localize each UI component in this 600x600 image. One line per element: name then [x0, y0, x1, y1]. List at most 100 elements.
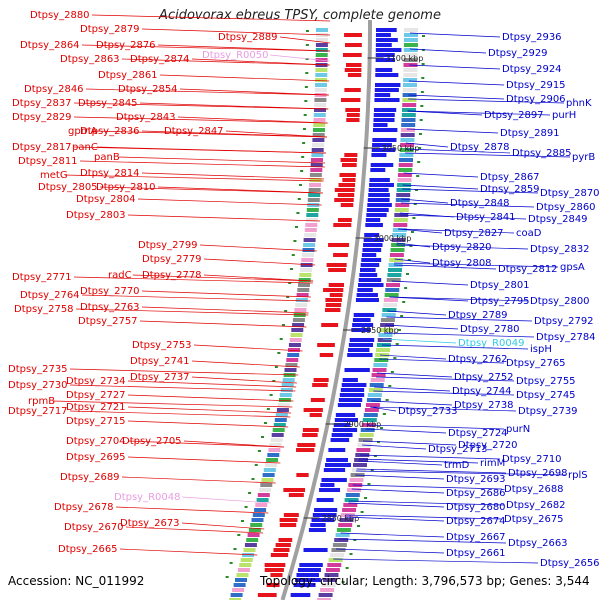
forward-gene-mark: [333, 253, 348, 257]
function-category-mark: [288, 348, 300, 352]
reverse-gene-mark: [328, 448, 346, 452]
gene-label: Dtpsy_2738: [454, 400, 514, 411]
function-category-mark: [309, 173, 322, 177]
reverse-gene-mark: [330, 438, 350, 442]
gene-label: panB: [94, 152, 120, 163]
marker-dot: [288, 282, 292, 284]
function-category-mark: [311, 153, 324, 157]
function-category-mark: [311, 158, 323, 162]
function-category-mark: [331, 548, 346, 552]
function-category-mark: [404, 28, 418, 32]
marker-dot: [407, 259, 411, 261]
gene-label: rplS: [568, 470, 588, 481]
label-connector: [73, 276, 313, 284]
marker-dot: [357, 525, 360, 527]
function-category-mark: [235, 578, 247, 582]
gene-label: Dtpsy_2735: [8, 364, 68, 375]
function-category-mark: [270, 438, 283, 442]
label-connector: [370, 406, 517, 412]
function-category-mark: [265, 463, 277, 467]
gene-label: Dtpsy_2771: [12, 272, 72, 283]
function-category-mark: [312, 138, 325, 142]
reverse-gene-mark: [375, 33, 391, 37]
function-category-mark: [386, 278, 401, 282]
gene-label: Dtpsy_2878: [450, 142, 510, 153]
label-connector: [391, 280, 469, 286]
marker-dot: [297, 198, 301, 200]
forward-gene-mark: [321, 323, 339, 327]
function-category-mark: [397, 178, 412, 182]
function-category-mark: [310, 168, 323, 172]
gene-label: Dtpsy_2752: [454, 372, 514, 383]
function-category-mark: [277, 403, 290, 407]
label-connector: [52, 400, 293, 408]
gene-label: Dtpsy_2693: [446, 474, 506, 485]
forward-gene-mark: [342, 178, 356, 182]
marker-dot: [421, 77, 425, 79]
gene-label: Dtpsy_R0048: [114, 492, 181, 503]
marker-dot: [274, 366, 278, 368]
function-category-mark: [402, 88, 417, 92]
label-connector: [141, 172, 324, 180]
function-category-mark: [312, 133, 325, 137]
marker-dot: [373, 455, 377, 457]
gene-label: Dtpsy_2854: [118, 84, 178, 95]
gene-label: gpsA: [560, 262, 585, 273]
function-category-mark: [288, 343, 301, 347]
label-connector: [127, 380, 297, 388]
forward-gene-mark: [310, 398, 325, 402]
label-connector: [141, 28, 330, 36]
function-category-mark: [230, 593, 243, 597]
marker-dot: [419, 119, 423, 121]
reverse-gene-mark: [365, 218, 381, 222]
function-category-mark: [308, 188, 321, 192]
label-connector: [393, 264, 497, 270]
forward-gene-mark: [328, 243, 350, 247]
label-connector: [406, 128, 499, 134]
reverse-gene-mark: [324, 463, 351, 467]
marker-dot: [304, 100, 308, 102]
function-category-mark: [399, 153, 414, 157]
forward-gene-mark: [296, 448, 315, 452]
function-category-mark: [291, 328, 304, 332]
label-connector: [127, 394, 294, 402]
reverse-gene-mark: [365, 223, 383, 227]
reverse-gene-mark: [348, 348, 370, 352]
reverse-gene-mark: [348, 343, 374, 347]
marker-dot: [415, 189, 419, 191]
function-category-mark: [287, 353, 300, 357]
function-category-mark: [376, 348, 390, 352]
tick-label: 3000 kbp: [374, 234, 412, 243]
function-category-mark: [313, 113, 326, 117]
gene-label: Dtpsy_2832: [530, 244, 590, 255]
reverse-gene-mark: [352, 323, 374, 327]
function-category-mark: [314, 98, 327, 102]
marker-dot: [397, 329, 401, 331]
function-category-mark: [386, 283, 400, 287]
gene-label: Dtpsy_2837: [12, 98, 72, 109]
function-category-mark: [301, 258, 314, 262]
function-category-mark: [305, 223, 318, 227]
marker-dot: [251, 478, 255, 480]
gene-label: Dtpsy_2727: [66, 390, 126, 401]
label-connector: [139, 320, 307, 328]
label-connector: [191, 360, 300, 368]
gene-label: Dtpsy_2889: [218, 32, 278, 43]
label-connector: [366, 424, 505, 430]
forward-gene-mark: [344, 33, 362, 37]
function-category-mark: [400, 143, 415, 147]
label-connector: [408, 94, 505, 100]
function-category-mark: [282, 378, 295, 382]
marker-dot: [418, 133, 422, 135]
function-category-mark: [267, 453, 280, 457]
reverse-gene-mark: [375, 38, 398, 42]
function-category-mark: [388, 268, 402, 272]
reverse-gene-mark: [374, 93, 391, 97]
reverse-gene-mark: [373, 123, 388, 127]
gene-label: Dtpsy_2710: [502, 454, 562, 465]
forward-gene-mark: [288, 493, 304, 497]
function-category-mark: [243, 548, 256, 552]
gene-label: Dtpsy_2704: [66, 436, 126, 447]
function-category-mark: [332, 543, 347, 547]
